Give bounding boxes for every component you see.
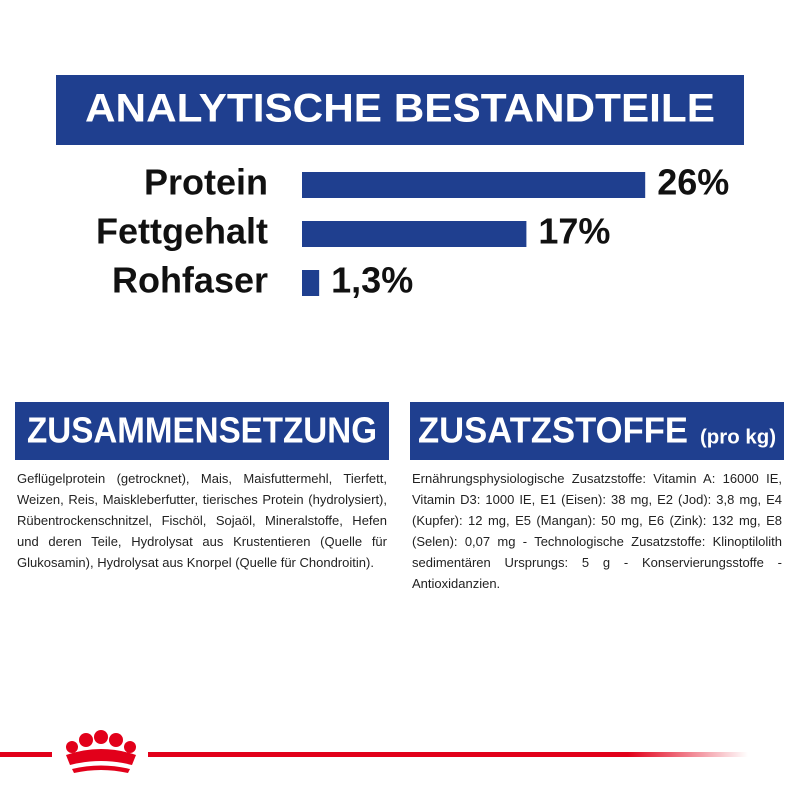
additives-text: Ernährungsphysiologische Zusatzstoffe: V… (412, 471, 782, 591)
bar (302, 270, 320, 296)
additives-title: ZUSATZSTOFFE (418, 410, 688, 451)
chart: ANALYTISCHE BESTANDTEILE Protein 26% Fettg… (56, 75, 744, 301)
category-label: Protein (144, 162, 268, 203)
composition-header: ZUSAMMENSETZUNG (15, 402, 389, 460)
bar (302, 221, 527, 247)
footer (0, 730, 748, 773)
value-label: 17% (538, 211, 610, 252)
additives-section: ZUSATZSTOFFE (pro kg) Ernährungsphysiolo… (410, 402, 784, 594)
bar (302, 172, 646, 198)
footer-line-right (148, 752, 748, 757)
composition-text: Geflügelprotein (getrocknet), Mais, Mais… (17, 471, 387, 570)
additives-header: ZUSATZSTOFFE (pro kg) (410, 402, 784, 460)
crown-logo (66, 730, 136, 773)
composition-section: ZUSAMMENSETZUNG Geflügelprotein (getrock… (15, 402, 389, 573)
category-label: Rohfaser (112, 260, 268, 301)
title-banner (56, 75, 744, 145)
composition-header-text: ZUSAMMENSETZUNG (27, 410, 377, 451)
footer-line-left (0, 752, 52, 757)
composition-title: ZUSAMMENSETZUNG (27, 410, 377, 451)
value-label: 1,3% (331, 260, 413, 301)
additives-unit: (pro kg) (700, 426, 776, 448)
category-label: Fettgehalt (96, 211, 268, 252)
additives-header-text: ZUSATZSTOFFE (pro kg) (418, 410, 776, 451)
chart-title: ANALYTISCHE BESTANDTEILE (85, 87, 715, 131)
value-label: 26% (657, 162, 729, 203)
